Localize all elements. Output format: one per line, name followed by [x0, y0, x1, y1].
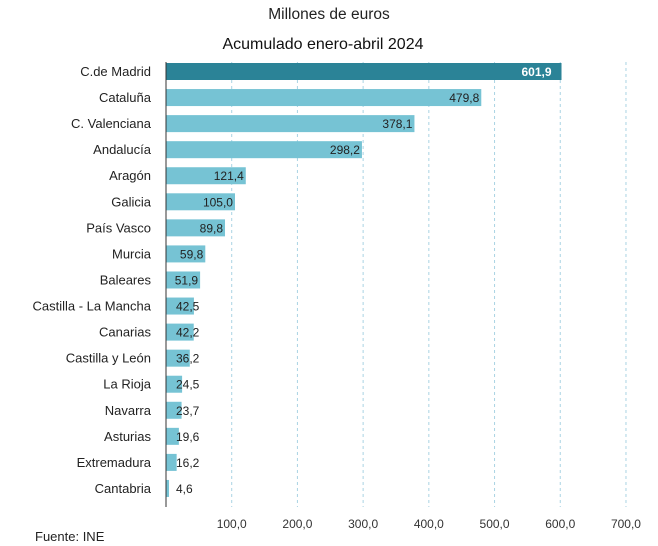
x-tick-label: 700,0	[611, 517, 641, 531]
value-label: 121,4	[214, 169, 244, 183]
bar	[166, 323, 194, 341]
category-label: Extremadura	[77, 455, 152, 470]
bar	[166, 453, 177, 471]
bar	[166, 63, 562, 80]
value-label: 36,2	[176, 352, 200, 366]
bar	[166, 141, 362, 159]
bar	[166, 427, 179, 445]
chart-title: Millones de euros	[268, 6, 390, 23]
category-labels: C.de Madrid Cataluña C. Valenciana Andalucí…	[33, 64, 152, 496]
category-label: Castilla y León	[66, 351, 151, 366]
chart-subtitle: Acumulado enero-abril 2024	[222, 36, 423, 53]
category-label: Canarias	[99, 325, 152, 340]
source-note: Fuente: INE	[35, 529, 105, 544]
bar	[166, 89, 482, 107]
value-label: 16,2	[176, 456, 200, 470]
x-tick-label: 400,0	[414, 517, 444, 531]
gridlines	[231, 62, 627, 507]
category-label: Baleares	[100, 272, 152, 287]
x-axis-ticks: 100,0 200,0 300,0 400,0 500,0 600,0 700,0	[217, 517, 642, 531]
bar	[166, 401, 182, 419]
bar	[166, 479, 170, 497]
x-tick-label: 600,0	[545, 517, 575, 531]
x-tick-label: 200,0	[282, 517, 312, 531]
bar	[166, 245, 206, 263]
category-label: País Vasco	[86, 220, 151, 235]
category-label: Galicia	[111, 194, 152, 209]
value-label: 298,2	[330, 143, 360, 157]
category-label: Cataluña	[99, 90, 152, 105]
value-label: 59,8	[180, 247, 204, 261]
value-label: 105,0	[203, 195, 233, 209]
category-label: Andalucía	[93, 142, 152, 157]
category-label: Murcia	[112, 246, 152, 261]
value-label: 4,6	[176, 482, 193, 496]
category-label: Asturias	[104, 429, 151, 444]
category-label: Navarra	[105, 403, 152, 418]
x-tick-label: 100,0	[217, 517, 247, 531]
category-label: La Rioja	[103, 377, 151, 392]
value-label: 601,9	[521, 65, 551, 79]
bar	[166, 297, 194, 315]
value-label: 24,5	[176, 378, 200, 392]
bar	[166, 271, 201, 289]
value-label: 51,9	[175, 273, 199, 287]
value-label: 89,8	[200, 221, 224, 235]
value-label: 23,7	[176, 404, 200, 418]
value-label: 42,2	[176, 326, 200, 340]
category-label: Aragón	[109, 168, 151, 183]
category-label: C.de Madrid	[80, 64, 151, 79]
bar-series	[166, 63, 562, 497]
value-labels: 601,9 479,8 378,1 298,2 121,4 105,0 89,8 59,8 51…	[175, 65, 552, 496]
value-label: 19,6	[176, 430, 200, 444]
bar	[166, 115, 415, 133]
category-label: C. Valenciana	[71, 116, 152, 131]
bar	[166, 375, 183, 393]
value-label: 42,5	[176, 300, 200, 314]
category-label: Cantabria	[95, 481, 152, 496]
bar	[166, 193, 235, 211]
value-label: 378,1	[382, 117, 412, 131]
bar	[166, 349, 190, 367]
bar	[166, 219, 226, 237]
bar	[166, 167, 246, 185]
x-tick-label: 300,0	[348, 517, 378, 531]
category-label: Castilla - La Mancha	[33, 299, 152, 314]
value-label: 479,8	[449, 91, 479, 105]
x-tick-label: 500,0	[480, 517, 510, 531]
